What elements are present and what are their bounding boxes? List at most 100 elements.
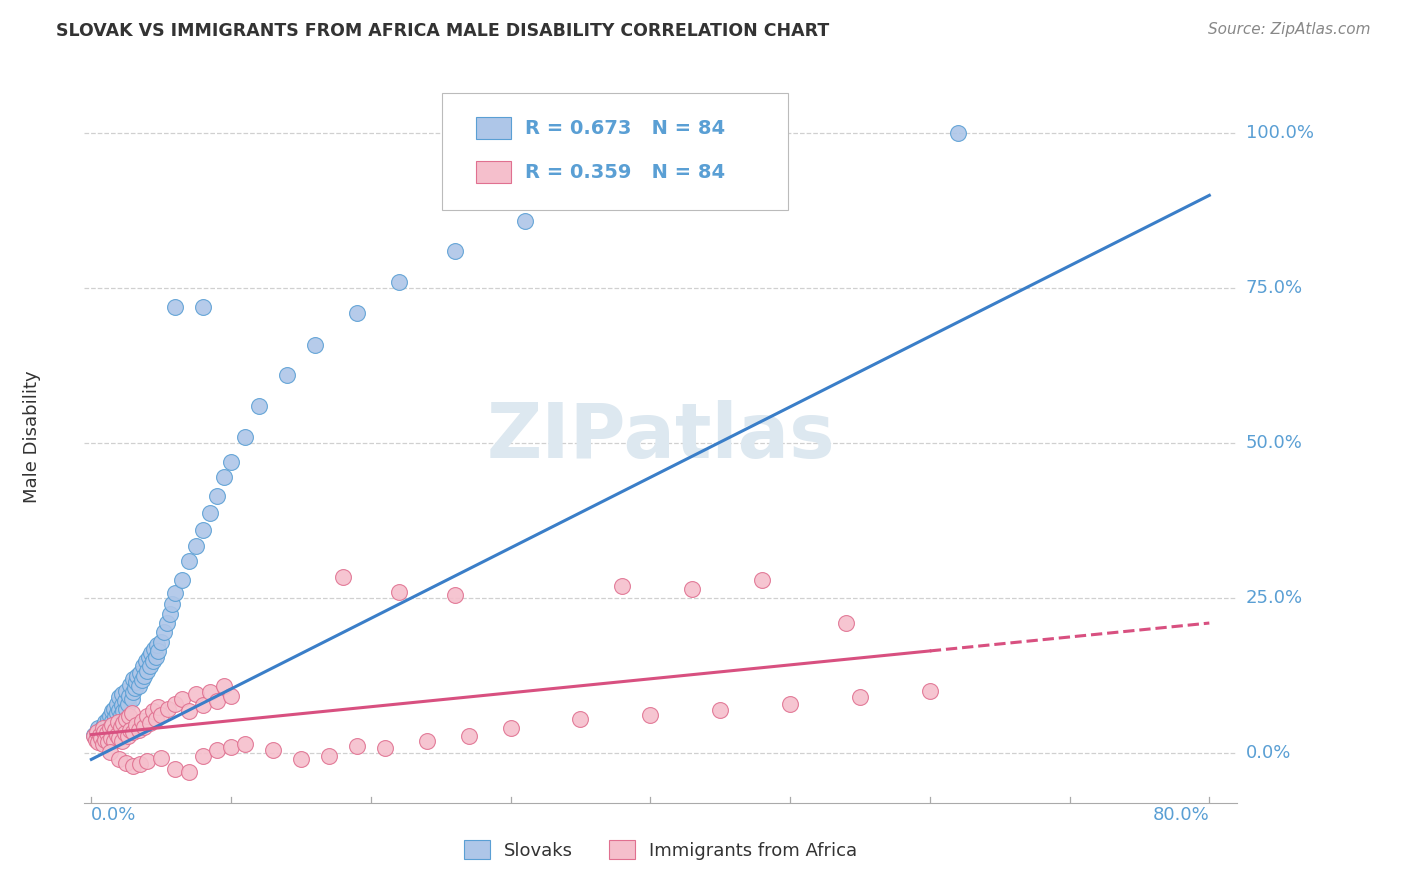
Point [346,306,368,320]
Point [165,762,187,776]
Point [318,749,340,764]
Point [139,659,162,673]
Point [87,735,110,749]
Point [135,655,157,669]
Point [122,672,145,686]
Point [114,726,136,740]
Point [94,732,117,747]
Point [205,743,228,757]
Point [125,674,148,689]
Point [103,734,125,748]
Point [103,718,125,732]
Point [91,729,114,743]
Point [946,126,969,140]
Point [111,734,134,748]
Point [457,729,479,743]
Point [96,723,118,737]
Point [332,569,354,583]
Point [112,716,135,731]
Point [131,673,153,687]
Point [142,704,165,718]
Point [93,724,115,739]
Point [94,715,117,730]
Point [115,712,138,726]
Point [115,756,138,770]
Point [105,697,128,711]
Point [108,752,131,766]
Text: 100.0%: 100.0% [1246,124,1313,143]
Point [612,579,634,593]
Point [94,726,117,740]
Point [110,720,132,734]
Point [108,690,131,705]
Point [122,685,145,699]
Point [751,126,773,140]
Point [186,539,208,553]
Point [681,582,703,596]
Point [91,720,114,734]
Point [150,634,173,648]
Text: 0.0%: 0.0% [91,805,136,824]
Point [120,678,142,692]
Point [186,687,208,701]
Point [98,722,121,736]
Point [513,214,536,228]
Point [219,689,242,703]
Point [110,707,132,722]
Point [122,724,145,739]
Text: 50.0%: 50.0% [1246,434,1302,452]
Point [276,368,298,383]
Point [117,729,139,743]
Point [131,714,153,728]
Point [87,722,110,736]
Point [205,489,228,503]
Point [150,751,173,765]
Point [443,244,465,259]
Point [107,715,129,730]
Text: 75.0%: 75.0% [1246,279,1303,297]
Point [115,684,138,698]
Point [104,710,127,724]
Point [91,722,114,736]
Point [709,703,731,717]
Point [111,698,134,712]
Point [142,655,165,669]
Point [129,757,152,772]
Point [162,598,184,612]
Point [100,731,122,745]
Point [165,697,187,711]
Point [751,573,773,587]
Point [569,712,592,726]
Point [191,300,214,314]
Point [233,737,256,751]
Point [779,697,801,711]
Point [233,430,256,444]
FancyBboxPatch shape [441,94,787,211]
Point [388,275,411,289]
Text: SLOVAK VS IMMIGRANTS FROM AFRICA MALE DISABILITY CORRELATION CHART: SLOVAK VS IMMIGRANTS FROM AFRICA MALE DI… [56,22,830,40]
Point [97,716,120,731]
Point [148,699,170,714]
Point [145,650,167,665]
Point [139,716,162,731]
Legend: Slovaks, Immigrants from Africa: Slovaks, Immigrants from Africa [457,833,865,867]
Point [111,687,134,701]
Point [124,681,146,695]
Point [247,399,270,413]
Text: R = 0.673   N = 84: R = 0.673 N = 84 [524,119,725,138]
Point [136,665,159,679]
Point [90,723,112,737]
Point [114,693,136,707]
FancyBboxPatch shape [477,161,510,183]
Point [612,182,634,196]
Point [127,669,149,683]
Point [125,718,148,732]
Point [115,701,138,715]
Point [179,554,201,568]
Point [84,732,107,747]
Text: R = 0.359   N = 84: R = 0.359 N = 84 [524,163,725,182]
Point [132,659,155,673]
Text: ZIPatlas: ZIPatlas [486,401,835,474]
Point [118,689,141,703]
Point [191,698,214,712]
